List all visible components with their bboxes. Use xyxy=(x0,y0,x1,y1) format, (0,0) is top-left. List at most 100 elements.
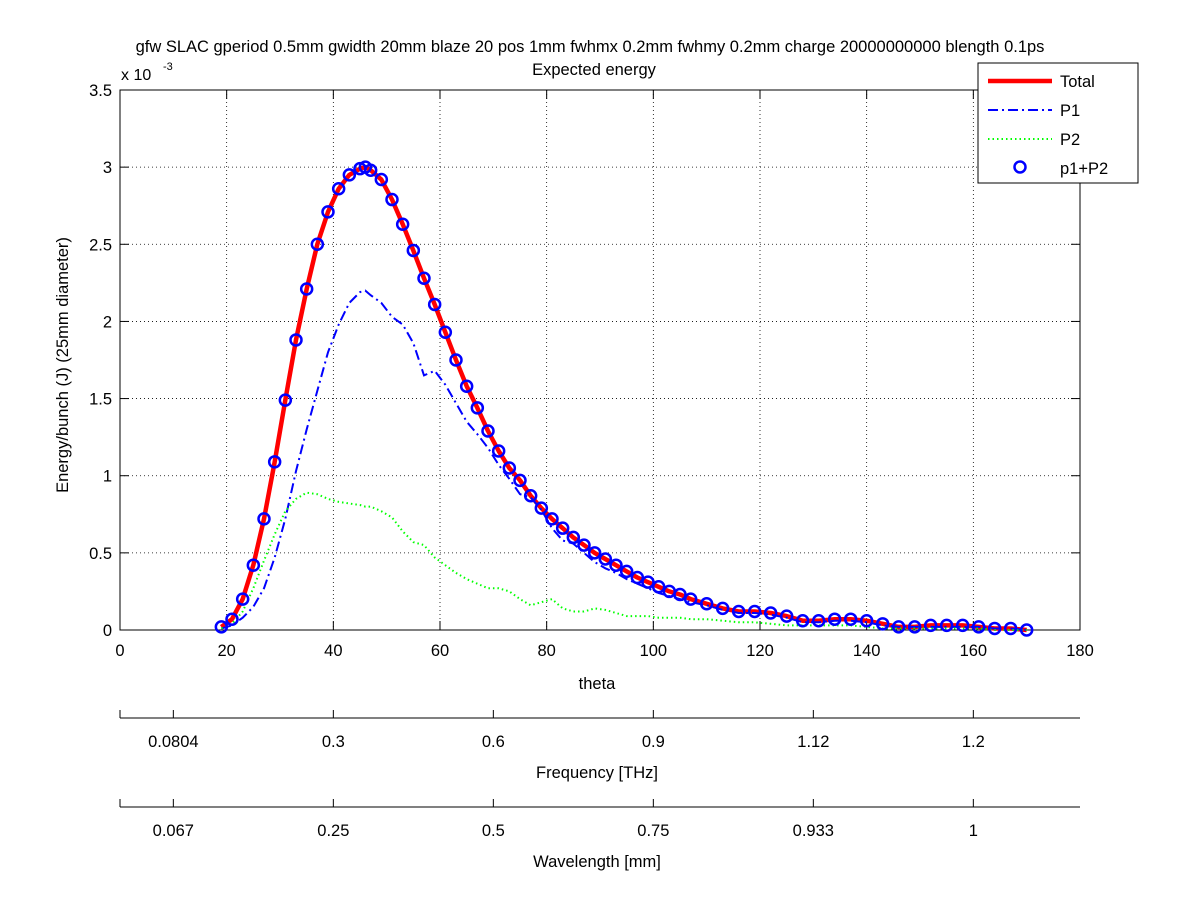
x-tick-label: 60 xyxy=(431,642,449,660)
series-p1p2-point xyxy=(619,564,634,579)
series-p1p2-point xyxy=(955,618,970,633)
y-tick-label: 2 xyxy=(103,313,112,331)
y-tick-label: 3.5 xyxy=(89,82,112,100)
series-total-line xyxy=(219,164,1027,633)
series-p1p2-point xyxy=(811,613,826,628)
series-p1p2-point xyxy=(875,617,890,631)
series-p1p2-point xyxy=(598,552,613,566)
axes-box xyxy=(119,89,1081,631)
legend-p1-label: P1 xyxy=(1060,102,1080,120)
series-p1p2-point xyxy=(827,612,842,626)
series-p1p2-point xyxy=(555,521,570,535)
series-p1p2-point xyxy=(310,237,325,252)
series-p1p2-point xyxy=(731,604,746,619)
secondary-axis-tick-label: 0.3 xyxy=(322,733,345,751)
secondary-axis-tick-label: 0.9 xyxy=(642,733,665,751)
series-p1p2-point xyxy=(763,606,778,620)
legend-p1p2-marker xyxy=(1013,160,1027,174)
secondary-axis-tick-label: 1.2 xyxy=(962,733,985,751)
series-layer xyxy=(214,160,1034,637)
y-axis-label: Energy/bunch (J) (25mm diameter) xyxy=(54,237,72,493)
series-p1p2-point xyxy=(699,597,714,611)
x-tick-label: 140 xyxy=(853,642,881,660)
series-p1p2-point xyxy=(459,379,474,393)
secondary-axis-tick-label: 1.12 xyxy=(797,733,829,751)
series-p1p2-point xyxy=(363,163,378,177)
series-p1p2-point xyxy=(641,575,655,589)
frequency-axis: 0.0804 0.3 0.6 0.9 1.12 1.2 xyxy=(119,710,1080,751)
series-p1p2-point xyxy=(673,587,687,602)
legend-p2-label: P2 xyxy=(1060,131,1080,149)
x-axis-label: theta xyxy=(579,675,617,693)
legend: Total P1 P2 p1+P2 xyxy=(977,62,1139,184)
secondary-axis-tick-label: 0.5 xyxy=(482,822,505,840)
y-tick-label: 0.5 xyxy=(89,545,112,563)
secondary-axis-tick-label: 0.0804 xyxy=(148,733,198,751)
series-p1p2-point xyxy=(534,501,549,515)
series-p1p2-point xyxy=(481,424,495,438)
series-p1p2-point xyxy=(545,512,559,526)
series-p1p2-point xyxy=(427,297,442,312)
series-p1-line xyxy=(221,289,1027,631)
series-p1p2-point xyxy=(438,325,453,339)
series-p1p2-point xyxy=(225,612,239,626)
wavelength-axis: 0.067 0.25 0.5 0.75 0.933 1 xyxy=(119,799,1080,840)
y-tick-label: 0 xyxy=(103,622,112,640)
axes-frame xyxy=(119,89,1081,631)
series-p1p2-point xyxy=(577,538,591,552)
series-p1p2-point xyxy=(470,401,485,415)
series-p1p2-point xyxy=(795,613,810,628)
y-tick-label: 1 xyxy=(103,468,112,486)
legend-p1p2-label: p1+P2 xyxy=(1060,160,1108,178)
y-axis-ticks: 0 0.5 1 1.5 2 2.5 3 3.5 xyxy=(89,82,1080,640)
x-axis-ticks: 0 20 40 60 80 100 120 140 160 180 xyxy=(115,90,1094,660)
frequency-axis-label: Frequency [THz] xyxy=(536,764,658,782)
series-p1p2-point xyxy=(939,618,954,633)
series-p1p2-point xyxy=(331,181,346,196)
series-p1p2-point xyxy=(987,621,1002,636)
series-p1p2-point xyxy=(342,168,357,182)
series-p1p2-point xyxy=(715,601,730,616)
secondary-axis-tick-label: 0.067 xyxy=(153,822,194,840)
secondary-axis-tick-label: 0.75 xyxy=(637,822,669,840)
series-p1p2-point xyxy=(395,217,410,231)
series-p1p2-point xyxy=(1003,621,1018,636)
series-p1p2-point xyxy=(257,512,271,526)
x-tick-label: 160 xyxy=(960,642,988,660)
series-p1p2-point xyxy=(891,620,906,634)
series-p1p2-point xyxy=(907,620,922,634)
series-p1p2-point xyxy=(385,192,399,207)
series-p1p2-point xyxy=(406,243,421,258)
series-p1p2-point xyxy=(267,455,282,469)
y-exponent-base: x 10 xyxy=(121,67,151,84)
secondary-axis-tick-label: 0.6 xyxy=(482,733,505,751)
secondary-axis-tick-label: 0.933 xyxy=(793,822,834,840)
series-p1p2-point xyxy=(214,620,229,634)
series-p1p2-point xyxy=(747,604,762,619)
series-p1p2-point xyxy=(523,489,538,503)
series-p1p2-point xyxy=(923,618,938,633)
series-p1p2-point xyxy=(609,558,623,572)
series-p1p2-point xyxy=(843,612,858,626)
x-tick-label: 80 xyxy=(537,642,555,660)
figure-title-line2: Expected energy xyxy=(532,61,657,79)
x-tick-label: 120 xyxy=(746,642,774,660)
series-p1p2-point xyxy=(235,592,250,606)
series-p1p2-point xyxy=(587,546,602,560)
series-p1p2-point xyxy=(651,580,666,594)
series-p1p2-point xyxy=(491,444,506,458)
series-p1p2-point xyxy=(278,393,293,407)
legend-total-label: Total xyxy=(1060,73,1095,91)
secondary-axis-tick-label: 0.25 xyxy=(317,822,349,840)
series-p1p2-point xyxy=(779,609,794,623)
series-p1p2-point xyxy=(513,473,527,488)
secondary-axis-tick-label: 1 xyxy=(969,822,978,840)
x-tick-label: 0 xyxy=(115,642,124,660)
series-p1p2-point xyxy=(859,613,874,628)
series-p1p2-point xyxy=(299,282,314,296)
series-p1p2-point xyxy=(1019,623,1034,637)
series-p1p2-point xyxy=(502,461,517,475)
y-tick-label: 1.5 xyxy=(89,391,112,409)
series-p1p2-point xyxy=(321,205,335,219)
